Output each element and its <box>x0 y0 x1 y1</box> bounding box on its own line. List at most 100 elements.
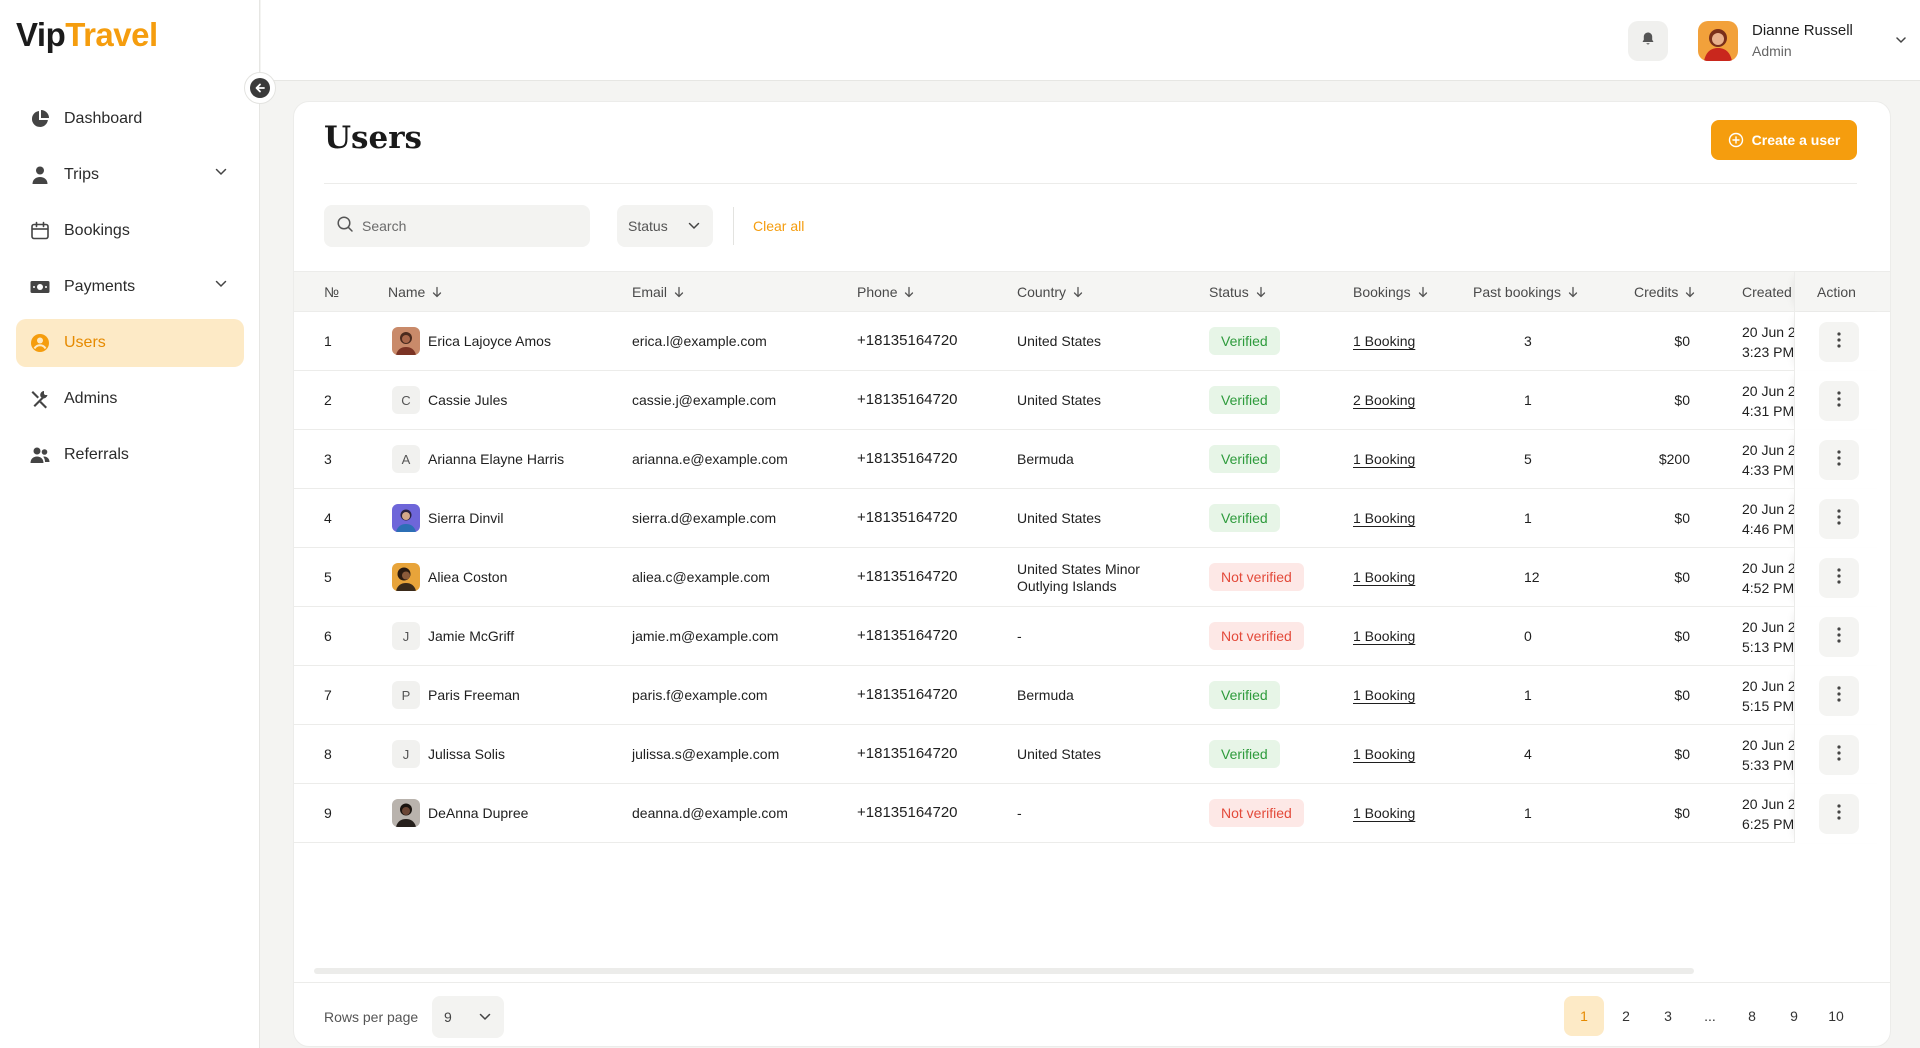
action-cell <box>1794 548 1890 607</box>
email-cell: deanna.d@example.com <box>632 805 788 821</box>
row-actions-button[interactable] <box>1819 322 1859 362</box>
table-row[interactable]: 1 Erica Lajoyce Amos erica.l@example.com +1… <box>294 312 1890 371</box>
created-time: 5:33 PM <box>1742 757 1794 773</box>
clear-all-button[interactable]: Clear all <box>753 218 805 234</box>
status-filter-label: Status <box>628 218 668 234</box>
column-header-email[interactable]: Email <box>632 284 685 300</box>
user-avatar: C <box>392 386 420 414</box>
phone-cell: +18135164720 <box>857 450 958 467</box>
column-header-credits[interactable]: Credits <box>1634 284 1696 300</box>
row-actions-button[interactable] <box>1819 794 1859 834</box>
rows-per-page-select[interactable]: 9 <box>432 996 504 1038</box>
column-header-status[interactable]: Status <box>1209 284 1267 300</box>
sidebar-item-admins[interactable]: Admins <box>16 375 244 423</box>
user-avatar <box>1698 21 1738 61</box>
row-actions-button[interactable] <box>1819 676 1859 716</box>
brand-logo-part2: Travel <box>65 16 158 53</box>
credits-cell: $0 <box>1674 510 1690 526</box>
table-row[interactable]: 4 Sierra Dinvil sierra.d@example.com +18135… <box>294 489 1890 548</box>
tools-icon <box>28 387 52 411</box>
column-header-number: № <box>324 284 339 300</box>
row-number: 5 <box>324 569 332 585</box>
credits-cell: $0 <box>1674 687 1690 703</box>
bookings-link[interactable]: 2 Booking <box>1353 392 1416 408</box>
action-cell <box>1794 489 1890 548</box>
sidebar-item-referrals[interactable]: Referrals <box>16 431 244 479</box>
page-button[interactable]: 8 <box>1748 1008 1756 1024</box>
page-button[interactable]: 2 <box>1622 1008 1630 1024</box>
column-header-name[interactable]: Name <box>388 284 443 300</box>
bookings-link[interactable]: 1 Booking <box>1353 333 1416 349</box>
page-button[interactable]: 9 <box>1790 1008 1798 1024</box>
table-row[interactable]: 2 C Cassie Jules cassie.j@example.com +18135… <box>294 371 1890 430</box>
user-avatar <box>392 504 420 532</box>
column-header-country[interactable]: Country <box>1017 284 1084 300</box>
status-filter-dropdown[interactable]: Status <box>617 205 713 247</box>
row-actions-button[interactable] <box>1819 558 1859 598</box>
action-cell <box>1794 607 1890 666</box>
created-date: 20 Jun 2 <box>1742 619 1794 635</box>
page-button[interactable]: 10 <box>1828 1008 1844 1024</box>
column-header-past-bookings[interactable]: Past bookings <box>1473 284 1579 300</box>
brand-logo[interactable]: VipTravel <box>16 16 158 54</box>
bookings-link[interactable]: 1 Booking <box>1353 510 1416 526</box>
arrow-down-icon <box>1417 286 1429 298</box>
table-row[interactable]: 3 A Arianna Elayne Harris arianna.e@example… <box>294 430 1890 489</box>
phone-cell: +18135164720 <box>857 745 958 762</box>
people-icon <box>28 443 52 467</box>
column-header-bookings[interactable]: Bookings <box>1353 284 1429 300</box>
row-number: 7 <box>324 687 332 703</box>
horizontal-scrollbar[interactable] <box>314 968 1694 974</box>
table-row[interactable]: 9 DeAnna Dupree deanna.d@example.com +18135… <box>294 784 1890 843</box>
page-button[interactable]: 3 <box>1664 1008 1672 1024</box>
sidebar-item-dashboard[interactable]: Dashboard <box>16 95 244 143</box>
created-time: 5:13 PM <box>1742 639 1794 655</box>
column-header-country-label: Country <box>1017 284 1067 300</box>
row-actions-button[interactable] <box>1819 381 1859 421</box>
sidebar-item-payments[interactable]: Payments <box>16 263 244 311</box>
country-cell: United States Minor Outlying Islands <box>1017 561 1157 595</box>
page-button[interactable]: 1 <box>1564 996 1604 1036</box>
row-actions-button[interactable] <box>1819 499 1859 539</box>
country-line: Outlying Islands <box>1017 578 1117 594</box>
user-avatar: A <box>392 445 420 473</box>
created-time: 3:23 PM <box>1742 344 1794 360</box>
bookings-link[interactable]: 1 Booking <box>1353 746 1416 762</box>
sidebar-item-trips[interactable]: Trips <box>16 151 244 199</box>
column-header-created[interactable]: Created <box>1742 284 1794 300</box>
sidebar-item-bookings[interactable]: Bookings <box>16 207 244 255</box>
create-user-button[interactable]: Create a user <box>1711 120 1857 160</box>
created-cell: 20 Jun 2 5:15 PM <box>1742 676 1794 716</box>
column-header-credits-label: Credits <box>1634 284 1679 300</box>
more-vertical-icon <box>1837 390 1841 412</box>
users-card: Users Create a user Status Clear all № N… <box>293 101 1891 1047</box>
arrow-down-icon <box>1255 286 1267 298</box>
bookings-link[interactable]: 1 Booking <box>1353 451 1416 467</box>
user-name-cell: DeAnna Dupree <box>428 805 529 821</box>
email-cell: jamie.m@example.com <box>632 628 779 644</box>
status-badge: Verified <box>1209 740 1280 768</box>
collapse-sidebar-button[interactable] <box>244 72 276 104</box>
row-actions-button[interactable] <box>1819 617 1859 657</box>
user-avatar <box>392 327 420 355</box>
table-row[interactable]: 5 Aliea Coston aliea.c@example.com +1813516… <box>294 548 1890 607</box>
table-row[interactable]: 6 J Jamie McGriff jamie.m@example.com +18135… <box>294 607 1890 666</box>
sidebar-item-users[interactable]: Users <box>16 319 244 367</box>
arrow-down-icon <box>673 286 685 298</box>
row-actions-button[interactable] <box>1819 735 1859 775</box>
bookings-link[interactable]: 1 Booking <box>1353 687 1416 703</box>
bookings-link[interactable]: 1 Booking <box>1353 569 1416 585</box>
bookings-link[interactable]: 1 Booking <box>1353 628 1416 644</box>
credits-cell: $200 <box>1658 451 1690 467</box>
table-row[interactable]: 7 P Paris Freeman paris.f@example.com +18135… <box>294 666 1890 725</box>
search-input[interactable] <box>362 218 582 234</box>
row-actions-button[interactable] <box>1819 440 1859 480</box>
user-menu[interactable]: Dianne Russell Admin <box>1698 19 1908 63</box>
column-header-phone[interactable]: Phone <box>857 284 915 300</box>
email-cell: sierra.d@example.com <box>632 510 777 526</box>
bookings-link[interactable]: 1 Booking <box>1353 805 1416 821</box>
user-avatar <box>392 563 420 591</box>
notifications-button[interactable] <box>1628 21 1668 61</box>
table-row[interactable]: 8 J Julissa Solis julissa.s@example.com +181… <box>294 725 1890 784</box>
sidebar-item-label: Referrals <box>64 446 129 463</box>
